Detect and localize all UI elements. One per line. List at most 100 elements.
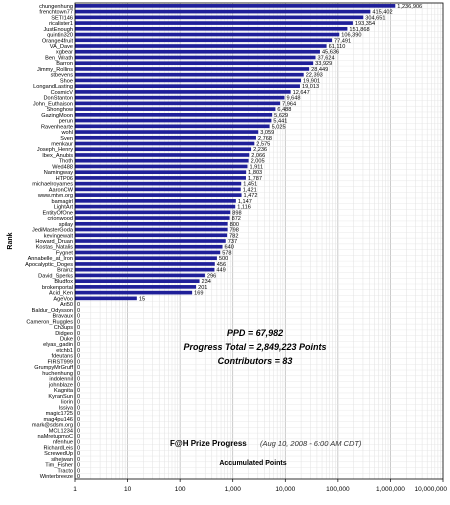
value-label-VA_Dave: 61,110 (329, 44, 346, 50)
value-label-JustEnough: 151,868 (349, 27, 369, 33)
bar-Shoe (75, 78, 301, 83)
bar-xgbear (75, 49, 320, 54)
rank-label-FIRST999: FIRST999 (48, 359, 74, 365)
value-label-Ari50: 0 (77, 302, 80, 308)
bar-DonStanton (75, 95, 285, 100)
label-layer: 1,236,906 chungenhung 415,402 frenchtown77 3… (25, 4, 422, 480)
plot-frame (74, 2, 444, 480)
value-label-indolennil: 0 (77, 377, 80, 383)
rank-label-Brainz: Brainz (57, 268, 73, 274)
value-label-LongandLasting: 19,013 (302, 84, 319, 90)
rank-label-johnblaze: johnblaze (48, 382, 73, 388)
rank-label-GazingMoon: GazingMoon (41, 113, 73, 119)
value-label-Barron: 33,929 (315, 61, 332, 67)
bar-kevingewalt (75, 233, 228, 238)
bar-SETI146 (75, 15, 364, 20)
value-label-David_Sperks: 296 (207, 273, 216, 279)
rank-label-crionwood: crionwood (48, 216, 74, 222)
x-tick-label: 100,000 (326, 486, 350, 493)
value-label-Bravaux: 0 (77, 314, 80, 320)
bar-chungenhung (75, 4, 396, 8)
rank-label-Wed488: Wed488 (52, 164, 73, 170)
bar-Ibex_Anubis (75, 153, 250, 157)
value-label-Wed488: 1,911 (250, 164, 264, 170)
value-label-xgbear: 45,636 (322, 50, 339, 56)
value-label-liorin: 0 (77, 400, 80, 406)
rank-label-CosmicV: CosmicV (51, 90, 74, 96)
rank-label-Didgeo: Didgeo (55, 331, 73, 337)
value-label-Bludfox: 234 (202, 279, 211, 285)
bar-bamagirl (75, 199, 236, 203)
bar-Jimmy_Rollins (75, 67, 310, 71)
value-label-Kagnita: 0 (77, 388, 80, 394)
value-label-FIRST999: 0 (77, 359, 80, 365)
bar-www.mtvn.org (75, 193, 242, 197)
value-label-Duke: 0 (77, 336, 80, 342)
bar-HTP06 (75, 176, 246, 180)
value-label-Apocalyptic_Doges: 456 (217, 262, 226, 268)
bar-CosmicV (75, 90, 291, 94)
value-label-Orange4fruit: 77,491 (334, 38, 351, 44)
rank-label-Shoe: Shoe (60, 78, 73, 84)
x-tick-label: 10,000 (275, 486, 295, 493)
bar-LightArt (75, 204, 236, 209)
bar-Joseph_Henry (75, 147, 252, 152)
rank-label-KyranSun: KyranSun (48, 394, 73, 400)
value-label-KyranSun: 0 (77, 394, 80, 400)
rank-label-EntityOfOne: EntityOfOne (43, 210, 73, 216)
bar-layer (75, 4, 396, 301)
rank-label-spilay: spilay (59, 222, 74, 228)
rank-label-RichardLeis: RichardLeis (43, 445, 73, 451)
rank-label-perun: perun (59, 119, 73, 125)
x-tick-label: 10 (124, 486, 132, 493)
rank-label-Annabelle_at_Iron: Annabelle_at_Iron (28, 256, 73, 262)
value-label-Ravenhearte: 5,025 (272, 124, 286, 130)
rank-label-Winterbreeze: Winterbreeze (40, 474, 73, 480)
rank-label-DonStanton: DonStanton (43, 96, 73, 102)
value-label-Thoth: 2,005 (251, 159, 265, 165)
bar-Brainz (75, 267, 215, 272)
bar-Namingway (75, 170, 247, 175)
bar-VA_Dave (75, 44, 327, 48)
rank-label-elyas_gadin: elyas_gadin (43, 342, 73, 348)
rank-label-magic1725: magic1725 (46, 411, 73, 417)
value-label-Howard_Druan: 737 (228, 239, 237, 245)
rank-label-quintin320: quintin320 (47, 33, 73, 39)
value-label-sihejwan: 0 (77, 457, 80, 463)
bar-spilay (75, 221, 228, 226)
value-label-Jimmy_Rollins: 28,449 (311, 67, 328, 73)
rank-label-kevingewalt: kevingewalt (44, 233, 74, 239)
rank-label-HTP06: HTP06 (56, 176, 73, 182)
value-label-CosmicV: 12,647 (293, 90, 310, 96)
x-tick-label: 1 (73, 486, 77, 493)
value-label-AaronCW: 1,421 (243, 187, 257, 193)
value-label-ricalister1: 193,354 (355, 21, 375, 27)
value-label-Didgeo: 0 (77, 331, 80, 337)
value-label-HTP06: 1,787 (248, 176, 262, 182)
rank-label-VA_Dave: VA_Dave (50, 44, 73, 50)
rank-label-Bravaux: Bravaux (52, 314, 73, 320)
bar-John_Euthaison (75, 101, 281, 106)
value-label-michaelroyames: 1,451 (243, 182, 257, 188)
rank-label-nfenhue: nfenhue (53, 440, 73, 446)
rank-label-LightArt: LightArt (54, 205, 74, 211)
bar-wohl (75, 130, 259, 134)
chart-subtitle: (Aug 10, 2008 - 6:00 AM CDT) (260, 439, 362, 448)
value-label-RichardLeis: 0 (77, 445, 80, 451)
bar-Howard_Druan (75, 239, 226, 243)
x-tick-layer: 1 10 100 1,000 10,000 100,000 1,000,000 10,000,… (73, 479, 447, 493)
rank-label-Apocalyptic_Doges: Apocalyptic_Doges (25, 262, 73, 268)
rank-label-mark@sdsm.org: mark@sdsm.org (32, 423, 73, 429)
x-tick-label: 1,000 (225, 486, 242, 493)
value-label-Shonghow: 6,488 (277, 107, 291, 113)
bar-ricalister1 (75, 21, 353, 25)
bar-LongandLasting (75, 84, 300, 88)
rank-label-menkaur: menkaur (51, 142, 73, 148)
value-label-GazingMoon: 5,629 (274, 113, 288, 119)
rank-label-AgeVoo: AgeVoo (53, 296, 73, 302)
bar-AaronCW (75, 187, 241, 192)
bar-Thoth (75, 158, 249, 163)
ppd-annotation: PPD = 67,982 (227, 328, 283, 338)
rank-label-MCL1234: MCL1234 (49, 428, 73, 434)
